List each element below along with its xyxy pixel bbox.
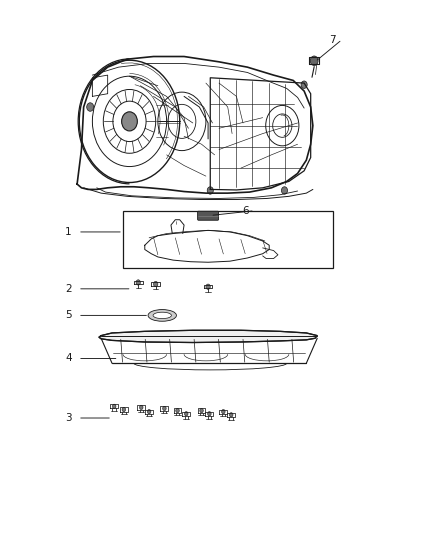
Text: 6: 6 <box>242 206 248 216</box>
Circle shape <box>207 187 213 194</box>
Circle shape <box>148 409 151 414</box>
Circle shape <box>222 409 225 414</box>
Ellipse shape <box>153 312 171 319</box>
Circle shape <box>162 406 166 410</box>
Text: 1: 1 <box>65 227 72 237</box>
Circle shape <box>310 56 318 66</box>
Polygon shape <box>99 330 317 343</box>
Circle shape <box>200 408 203 413</box>
Text: 7: 7 <box>329 35 336 44</box>
Circle shape <box>176 408 179 413</box>
Circle shape <box>122 112 138 131</box>
Circle shape <box>282 187 288 194</box>
Circle shape <box>208 411 211 416</box>
Circle shape <box>140 405 143 409</box>
Circle shape <box>136 280 141 285</box>
Circle shape <box>184 411 188 416</box>
Text: 4: 4 <box>65 353 72 364</box>
Circle shape <box>230 413 233 417</box>
Circle shape <box>301 81 307 88</box>
FancyBboxPatch shape <box>198 211 219 220</box>
Circle shape <box>122 407 126 411</box>
Ellipse shape <box>148 310 177 321</box>
Text: 2: 2 <box>65 284 72 294</box>
Circle shape <box>87 103 94 111</box>
Text: 5: 5 <box>65 310 72 320</box>
Circle shape <box>153 281 158 287</box>
Text: 3: 3 <box>65 413 72 423</box>
Circle shape <box>206 284 210 289</box>
Bar <box>123 211 332 268</box>
Circle shape <box>113 404 116 408</box>
